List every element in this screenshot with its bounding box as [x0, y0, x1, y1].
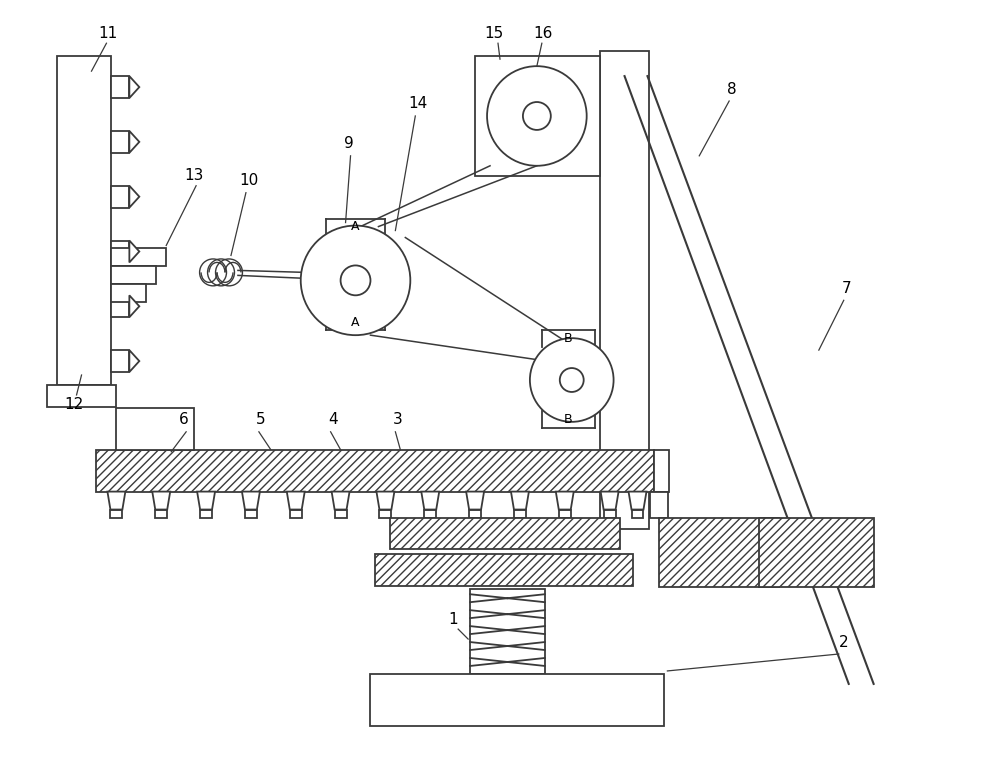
Bar — [47, 385, 116, 407]
Bar — [559, 510, 571, 519]
Bar — [200, 510, 212, 519]
Polygon shape — [129, 131, 139, 153]
Polygon shape — [152, 491, 170, 510]
Bar — [759, 517, 874, 588]
Polygon shape — [129, 185, 139, 208]
Text: B: B — [563, 332, 572, 345]
Text: 13: 13 — [184, 169, 204, 183]
Bar — [600, 51, 649, 530]
Polygon shape — [287, 491, 305, 510]
Bar — [604, 510, 616, 519]
Bar — [370, 674, 664, 726]
Bar — [290, 510, 302, 519]
Bar — [96, 449, 654, 491]
Polygon shape — [332, 491, 350, 510]
Bar — [375, 555, 633, 586]
Circle shape — [523, 102, 551, 130]
Text: 5: 5 — [256, 412, 266, 427]
Polygon shape — [511, 491, 529, 510]
Polygon shape — [556, 491, 574, 510]
Polygon shape — [129, 76, 139, 98]
Bar — [111, 285, 146, 302]
Text: 15: 15 — [484, 26, 504, 40]
Bar — [155, 510, 167, 519]
Bar — [111, 76, 129, 98]
Text: A: A — [351, 316, 360, 329]
Circle shape — [560, 368, 584, 392]
Text: B: B — [563, 414, 572, 427]
Bar — [111, 131, 129, 153]
Polygon shape — [629, 491, 646, 510]
Circle shape — [341, 266, 370, 295]
Bar — [650, 491, 668, 517]
Bar — [110, 510, 122, 519]
Bar — [632, 510, 643, 519]
Text: 16: 16 — [533, 26, 553, 40]
Bar — [245, 510, 257, 519]
Circle shape — [301, 226, 410, 335]
Bar — [335, 510, 347, 519]
Bar — [469, 510, 481, 519]
Bar — [116, 408, 194, 449]
Polygon shape — [129, 350, 139, 372]
Text: 2: 2 — [839, 635, 849, 649]
Bar — [424, 510, 436, 519]
Polygon shape — [466, 491, 484, 510]
Polygon shape — [242, 491, 260, 510]
Text: 1: 1 — [448, 612, 458, 626]
Polygon shape — [376, 491, 394, 510]
Polygon shape — [107, 491, 125, 510]
Text: A: A — [351, 220, 360, 233]
Bar — [111, 185, 129, 208]
Bar — [111, 249, 166, 266]
Text: 9: 9 — [344, 137, 353, 151]
Text: 8: 8 — [727, 82, 737, 97]
Bar — [111, 240, 129, 262]
Bar — [111, 266, 156, 285]
Text: 3: 3 — [392, 412, 402, 427]
Bar — [111, 350, 129, 372]
Text: 14: 14 — [409, 95, 428, 111]
Bar — [654, 449, 669, 491]
Text: 6: 6 — [179, 412, 189, 427]
Circle shape — [530, 338, 614, 422]
Bar — [390, 517, 620, 549]
Text: 7: 7 — [842, 281, 852, 296]
Polygon shape — [601, 491, 619, 510]
Polygon shape — [421, 491, 439, 510]
Circle shape — [487, 66, 587, 166]
Bar — [57, 56, 111, 385]
Polygon shape — [129, 295, 139, 317]
Bar — [111, 295, 129, 317]
Polygon shape — [129, 240, 139, 262]
Bar — [659, 517, 779, 588]
Text: 11: 11 — [99, 26, 118, 40]
Text: 12: 12 — [64, 398, 83, 413]
Bar — [514, 510, 526, 519]
Bar — [379, 510, 391, 519]
Text: 4: 4 — [328, 412, 337, 427]
Polygon shape — [197, 491, 215, 510]
Bar — [475, 56, 600, 175]
Bar — [470, 589, 545, 674]
Text: 10: 10 — [239, 173, 259, 188]
